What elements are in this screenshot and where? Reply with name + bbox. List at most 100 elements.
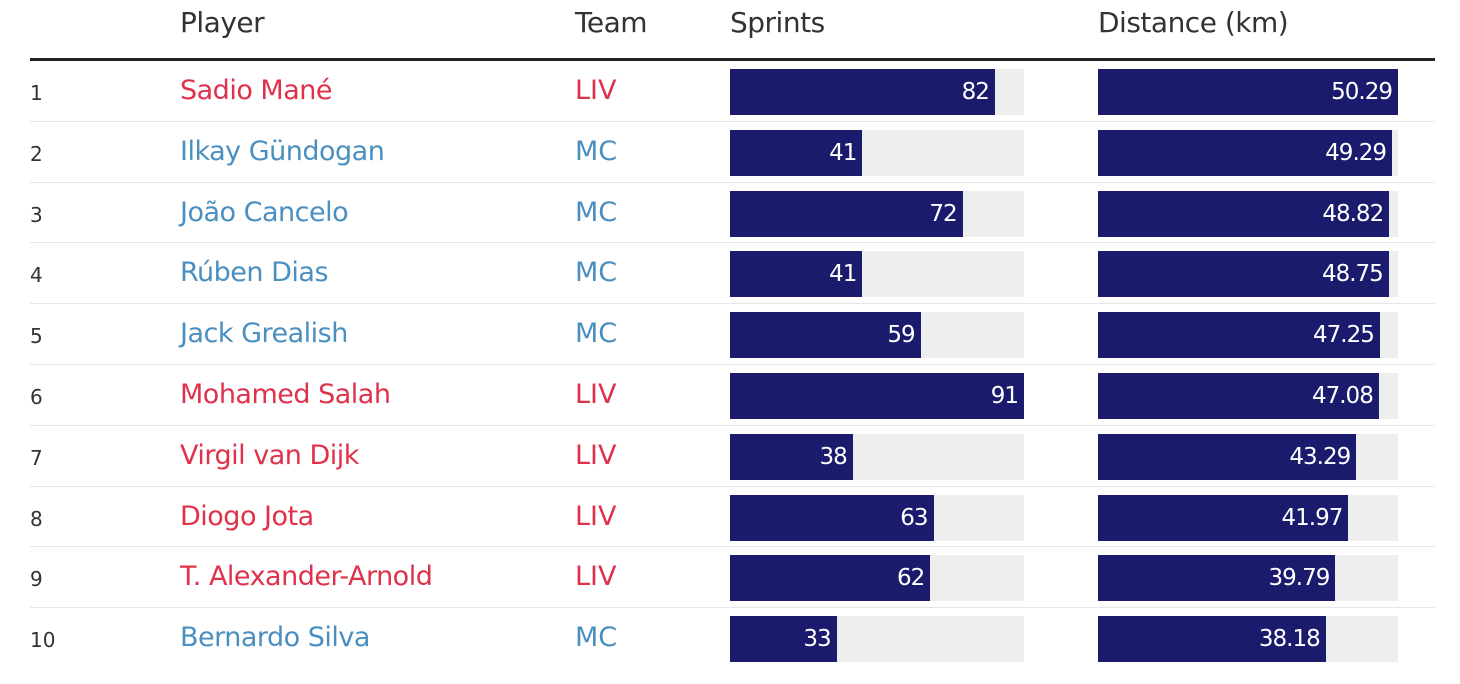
sprints-bar: 62 [730,555,931,602]
sprints-bar: 72 [730,190,963,237]
row-rank: 5 [30,324,43,349]
player-link[interactable]: Jack Grealish [180,318,348,350]
player-link[interactable]: Bernardo Silva [180,622,370,654]
distance-value: 50.29 [1331,79,1393,105]
table-row: 4 Rúben Dias MC 41 48.75 [30,243,1435,305]
row-rank: 1 [30,81,43,105]
distance-bar: 38.18 [1098,616,1326,663]
distance-bar-track: 49.29 [1098,129,1398,176]
table-row: 3 João Cancelo MC 72 48.82 [30,183,1435,244]
table-row: 10 Bernardo Silva MC 33 38.18 [30,608,1435,668]
distance-value: 43.29 [1289,443,1351,470]
sprints-bar-track: 41 [730,251,1024,298]
sprints-value: 41 [829,139,857,166]
distance-bar-track: 48.75 [1098,251,1398,298]
team-link[interactable]: LIV [575,439,617,471]
distance-bar-track: 41.97 [1098,494,1398,541]
team-link[interactable]: MC [575,257,618,289]
distance-value: 47.08 [1311,382,1374,409]
sprints-value: 33 [803,626,831,653]
table-row: 7 Virgil van Dijk LIV 38 43.29 [30,426,1435,487]
team-link[interactable]: LIV [575,378,617,410]
distance-bar-track: 47.25 [1098,312,1398,359]
sprints-bar-track: 63 [730,494,1024,541]
sprints-bar: 82 [730,69,995,115]
player-link[interactable]: João Cancelo [180,196,349,228]
distance-bar-track: 38.18 [1098,616,1398,663]
row-rank: 10 [30,628,56,653]
sprints-value: 38 [819,443,847,470]
table-row: 5 Jack Grealish MC 59 47.25 [30,304,1435,365]
distance-bar: 41.97 [1098,494,1349,541]
stats-table: Player Team Sprints Distance (km) 1 Sadio… [30,0,1435,668]
row-rank: 2 [30,141,43,166]
distance-bar: 49.29 [1098,129,1393,176]
distance-bar-track: 48.82 [1098,190,1398,237]
sprints-bar-track: 82 [730,69,1024,115]
distance-bar: 48.82 [1098,190,1390,237]
table-row: 2 Ilkay Gündogan MC 41 49.29 [30,122,1435,183]
header-distance: Distance (km) [1098,6,1289,39]
sprints-bar: 59 [730,312,921,359]
team-link[interactable]: LIV [575,500,617,532]
sprints-bar-track: 41 [730,129,1024,176]
player-link[interactable]: Virgil van Dijk [180,439,359,471]
table-row: 8 Diogo Jota LIV 63 41.97 [30,487,1435,548]
sprints-bar-track: 38 [730,433,1024,480]
distance-bar-track: 47.08 [1098,372,1398,419]
team-link[interactable]: LIV [575,75,617,106]
sprints-value: 72 [929,200,957,227]
distance-bar: 50.29 [1098,69,1398,115]
sprints-value: 91 [990,382,1019,409]
distance-bar-track: 39.79 [1098,555,1398,602]
sprints-bar-track: 33 [730,616,1024,663]
row-rank: 7 [30,445,43,470]
distance-bar-track: 50.29 [1098,69,1398,115]
distance-bar: 48.75 [1098,251,1389,298]
player-link[interactable]: Mohamed Salah [180,378,391,410]
distance-value: 49.29 [1325,139,1387,166]
sprints-value: 62 [897,565,925,592]
row-rank: 8 [30,506,43,531]
distance-value: 41.97 [1281,504,1344,531]
sprints-bar-track: 59 [730,312,1024,359]
header-team: Team [575,6,648,39]
sprints-bar: 41 [730,129,863,176]
table-row: 6 Mohamed Salah LIV 91 47.08 [30,365,1435,426]
row-rank: 3 [30,202,43,227]
sprints-value: 63 [900,504,928,531]
sprints-value: 59 [887,322,915,349]
player-link[interactable]: Rúben Dias [180,257,329,289]
sprints-bar-track: 91 [730,372,1024,419]
sprints-bar: 91 [730,372,1024,419]
sprints-bar-track: 72 [730,190,1024,237]
table-body: 1 Sadio Mané LIV 82 50.29 2 Ilkay Gündogan MC 41… [30,61,1435,668]
row-rank: 6 [30,384,43,409]
player-link[interactable]: Ilkay Gündogan [180,135,385,167]
distance-bar: 47.25 [1098,312,1380,359]
table-header: Player Team Sprints Distance (km) [30,0,1435,61]
distance-bar: 47.08 [1098,372,1379,419]
table-row: 1 Sadio Mané LIV 82 50.29 [30,61,1435,122]
distance-bar: 39.79 [1098,555,1336,602]
row-rank: 9 [30,567,43,592]
distance-value: 38.18 [1258,626,1321,653]
player-link[interactable]: Sadio Mané [180,75,333,106]
sprints-bar: 41 [730,251,863,298]
sprints-bar: 33 [730,616,837,663]
team-link[interactable]: MC [575,135,618,167]
sprints-bar-track: 62 [730,555,1024,602]
team-link[interactable]: MC [575,318,618,350]
team-link[interactable]: MC [575,622,618,654]
table-row: 9 T. Alexander-Arnold LIV 62 39.79 [30,547,1435,609]
player-link[interactable]: Diogo Jota [180,500,314,532]
team-link[interactable]: LIV [575,561,617,593]
header-player: Player [180,6,265,39]
sprints-value: 82 [961,79,990,105]
distance-bar: 43.29 [1098,433,1357,480]
player-link[interactable]: T. Alexander-Arnold [180,561,433,593]
row-rank: 4 [30,263,43,288]
team-link[interactable]: MC [575,196,618,228]
distance-value: 48.82 [1322,200,1384,227]
sprints-bar: 38 [730,433,853,480]
